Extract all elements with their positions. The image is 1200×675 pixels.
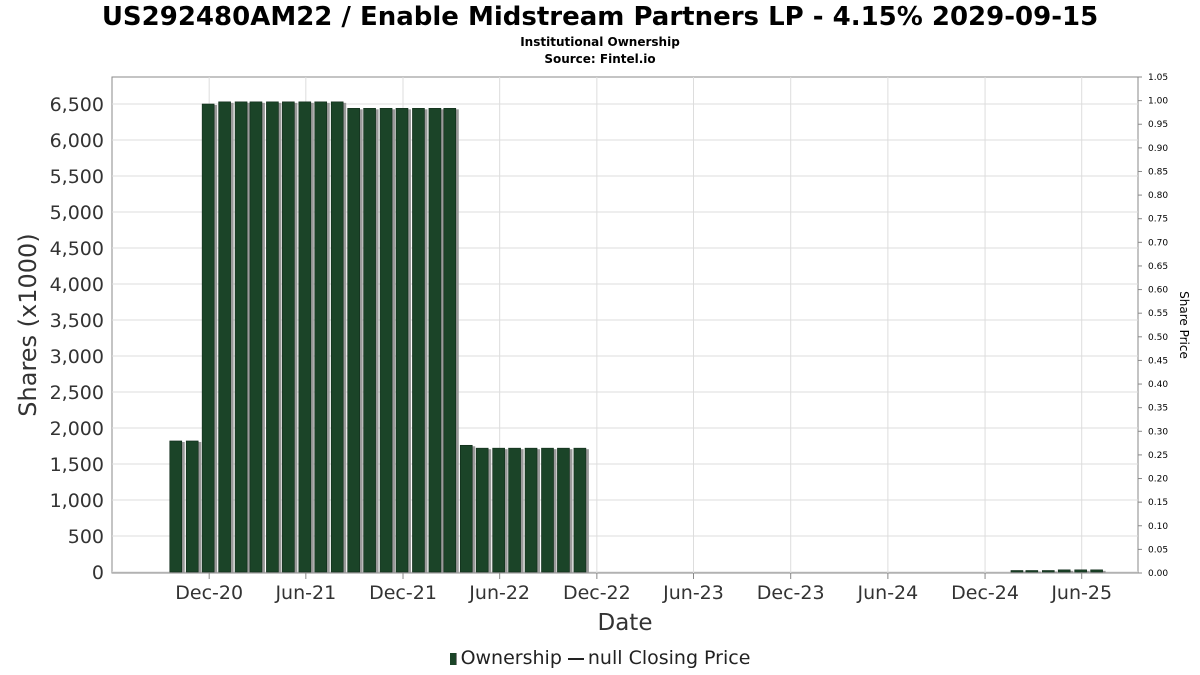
- y2-tick-label: 0.40: [1148, 380, 1168, 390]
- y2-tick-label: 0.70: [1148, 238, 1168, 248]
- y-tick-label: 0: [92, 562, 104, 584]
- plot-area: [111, 76, 1139, 574]
- ownership-bar: [412, 108, 425, 573]
- ownership-bar: [185, 440, 199, 573]
- x-tick-label: Dec-20: [175, 582, 243, 604]
- y2-tick-label: 0.50: [1148, 333, 1168, 343]
- ownership-bar: [1090, 569, 1103, 573]
- ownership-bar: [234, 101, 248, 573]
- chart-legend: Ownership null Closing Price: [0, 647, 1200, 669]
- ownership-bar: [1041, 570, 1055, 573]
- y-axis-label: Shares (x1000): [14, 233, 42, 416]
- ownership-bar: [1074, 569, 1087, 573]
- x-tick-label: Jun-21: [274, 582, 336, 604]
- y2-tick-label: 0.10: [1148, 522, 1168, 532]
- ownership-bar: [492, 447, 505, 573]
- y-tick-label: 5,000: [50, 202, 104, 224]
- ownership-bar: [557, 447, 570, 573]
- y2-tick-label: 0.35: [1148, 404, 1168, 414]
- ownership-bar: [395, 108, 409, 573]
- y2-tick-label: 1.00: [1148, 97, 1168, 107]
- ownership-bar: [541, 447, 554, 573]
- y2-tick-label: 0.05: [1148, 545, 1168, 555]
- ownership-bar: [330, 101, 344, 573]
- y2-tick-label: 0.80: [1148, 191, 1168, 201]
- x-tick-label: Dec-22: [563, 582, 631, 604]
- y2-tick-label: 0.25: [1148, 451, 1168, 461]
- ownership-bar: [443, 108, 457, 573]
- y-tick-label: 4,500: [50, 238, 104, 260]
- y-tick-label: 3,500: [50, 310, 104, 332]
- ownership-bar: [524, 447, 538, 573]
- ownership-bar: [282, 101, 295, 573]
- ownership-bar: [298, 101, 312, 573]
- ownership-bar: [201, 103, 215, 573]
- y-tick-label: 5,500: [50, 166, 104, 188]
- x-tick-label: Jun-24: [857, 582, 919, 604]
- ownership-bar: [363, 108, 376, 573]
- ownership-bar: [314, 101, 328, 573]
- chart-subtitle-source: Source: Fintel.io: [544, 52, 656, 66]
- y2-tick-label: 0.45: [1148, 356, 1168, 366]
- chart-title: US292480AM22 / Enable Midstream Partners…: [101, 2, 1099, 32]
- ownership-bar: [508, 447, 521, 573]
- y2-tick-label: 0.55: [1148, 309, 1168, 319]
- x-tick-label: Dec-24: [951, 582, 1019, 604]
- x-tick-label: Dec-23: [757, 582, 825, 604]
- x-tick-label: Jun-22: [468, 582, 530, 604]
- x-tick-label: Jun-23: [662, 582, 724, 604]
- y-tick-label: 2,500: [50, 382, 104, 404]
- ownership-legend-swatch: [449, 652, 457, 665]
- y-tick-label: 3,000: [50, 346, 104, 368]
- ownership-bar: [1010, 570, 1024, 573]
- y2-tick-label: 0.95: [1148, 120, 1168, 130]
- ownership-bar: [1057, 569, 1071, 573]
- ownership-bar: [266, 101, 279, 573]
- ownership-bar: [379, 108, 393, 573]
- y2-tick-label: 0.65: [1148, 262, 1168, 272]
- ownership-bar: [1025, 570, 1039, 573]
- x-tick-label: Dec-21: [369, 582, 437, 604]
- ownership-bar: [475, 447, 489, 573]
- ownership-bar: [249, 101, 263, 573]
- y-tick-label: 1,000: [50, 490, 104, 512]
- y2-tick-label: 0.85: [1148, 167, 1168, 177]
- ownership-bar: [428, 108, 442, 573]
- y-tick-label: 2,000: [50, 418, 104, 440]
- chart-subtitle-ownership: Institutional Ownership: [520, 35, 680, 49]
- y2-tick-label: 0.20: [1148, 475, 1168, 485]
- legend-ownership-label: Ownership: [460, 647, 562, 669]
- y2-tick-label: 0.60: [1148, 286, 1168, 296]
- ownership-bar: [347, 108, 360, 573]
- y2-tick-label: 1.05: [1148, 73, 1168, 83]
- ownership-bar: [573, 447, 587, 573]
- y-tick-label: 4,000: [50, 274, 104, 296]
- ownership-bar: [459, 444, 473, 573]
- ownership-bar: [218, 101, 231, 573]
- y2-tick-label: 0.30: [1148, 427, 1168, 437]
- y2-tick-label: 0.15: [1148, 498, 1168, 508]
- legend-price-label: null Closing Price: [587, 647, 751, 669]
- x-axis-label: Date: [598, 610, 653, 636]
- y-tick-label: 6,500: [50, 94, 104, 116]
- y2-axis-label: Share Price: [1177, 291, 1191, 359]
- y2-tick-label: 0.90: [1148, 144, 1168, 154]
- y-tick-label: 6,000: [50, 130, 104, 152]
- price-legend-line: [567, 657, 584, 660]
- y-tick-label: 1,500: [50, 454, 104, 476]
- y2-tick-label: 0.75: [1148, 215, 1168, 225]
- y-tick-label: 500: [68, 526, 104, 548]
- x-tick-label: Jun-25: [1050, 582, 1112, 604]
- y2-tick-label: 0.00: [1148, 569, 1168, 579]
- ownership-bar: [169, 440, 183, 573]
